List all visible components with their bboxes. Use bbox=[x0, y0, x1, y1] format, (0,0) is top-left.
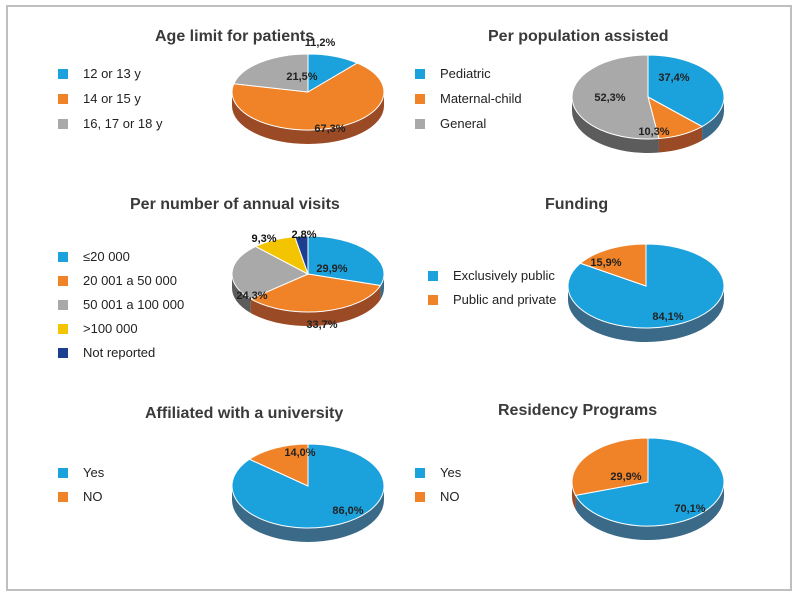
legend-item: 16, 17 or 18 y bbox=[58, 116, 163, 131]
legend-item: Maternal-child bbox=[415, 91, 522, 106]
legend-label: Public and private bbox=[453, 292, 557, 307]
pie-slice bbox=[233, 53, 309, 93]
slice-label: 29,9% bbox=[610, 471, 641, 483]
chart-title-population: Per population assisted bbox=[488, 28, 669, 45]
pie-side bbox=[568, 286, 724, 342]
legend-label: 14 or 15 y bbox=[83, 91, 141, 106]
slice-label: 67,3% bbox=[314, 123, 345, 135]
legend-item: Yes bbox=[415, 465, 461, 480]
legend-item: 20 001 a 50 000 bbox=[58, 273, 177, 288]
pie-chart-age-limit: 11,2% 67,3% 21,5% bbox=[231, 37, 385, 144]
pie-slice bbox=[294, 235, 309, 275]
legend-swatch bbox=[58, 68, 68, 79]
chart-title-age-limit: Age limit for patients bbox=[155, 28, 315, 45]
legend-label: Exclusively public bbox=[453, 268, 555, 283]
pie-slice bbox=[231, 245, 310, 300]
pie-chart-annual-visits: 29,9% 33,7% 24,3% 9,3% 2,8% bbox=[231, 229, 385, 331]
legend-swatch bbox=[415, 467, 425, 478]
chart-title-residency: Residency Programs bbox=[498, 402, 658, 419]
slice-label: 52,3% bbox=[594, 92, 625, 104]
slice-label: 29,9% bbox=[316, 263, 347, 275]
slice-label: 70,1% bbox=[674, 503, 705, 515]
legend-item: Yes bbox=[58, 465, 104, 480]
legend-label: Pediatric bbox=[440, 66, 491, 81]
slice-label: 14,0% bbox=[284, 447, 315, 459]
legend-swatch bbox=[415, 68, 425, 79]
slice-label: 9,3% bbox=[251, 233, 276, 245]
slice-label: 86,0% bbox=[332, 505, 363, 517]
slice-label: 10,3% bbox=[638, 126, 669, 138]
pie-slice bbox=[574, 437, 725, 527]
legend-label: ≤20 000 bbox=[83, 249, 130, 264]
legend-item: Pediatric bbox=[415, 66, 491, 81]
legend-item: Exclusively public bbox=[428, 268, 555, 283]
legend-item: General bbox=[415, 116, 486, 131]
pie-slice bbox=[307, 235, 385, 287]
pie-side bbox=[575, 482, 724, 540]
pie-slice bbox=[579, 243, 647, 287]
legend-label: General bbox=[440, 116, 487, 131]
chart-title-annual-visits: Per number of annual visits bbox=[130, 196, 340, 213]
pie-side bbox=[232, 274, 251, 313]
slice-label: 21,5% bbox=[286, 71, 317, 83]
legend-swatch bbox=[58, 251, 68, 262]
pie-slice bbox=[231, 62, 385, 131]
legend-swatch bbox=[58, 275, 68, 286]
legend-item: Not reported bbox=[58, 345, 155, 360]
legend-item: NO bbox=[415, 489, 460, 504]
legend-label: NO bbox=[440, 489, 460, 504]
pie-side bbox=[658, 126, 703, 153]
legend-label: Yes bbox=[83, 465, 105, 480]
legend-swatch bbox=[58, 299, 68, 310]
slice-label: 11,2% bbox=[305, 37, 336, 49]
legend-label: Maternal-child bbox=[440, 91, 522, 106]
legend-swatch bbox=[415, 93, 425, 104]
legend-label: 20 001 a 50 000 bbox=[83, 273, 177, 288]
legend-label: 12 or 13 y bbox=[83, 66, 141, 81]
slice-label: 24,3% bbox=[236, 290, 267, 302]
legend-label: Yes bbox=[440, 465, 462, 480]
slice-label: 33,7% bbox=[306, 319, 337, 331]
legend-item: 14 or 15 y bbox=[58, 91, 141, 106]
pie-slice bbox=[647, 54, 725, 128]
legend-label: 16, 17 or 18 y bbox=[83, 116, 163, 131]
pie-slice bbox=[248, 443, 309, 487]
pie-slice bbox=[249, 273, 382, 313]
chart-title-university: Affiliated with a university bbox=[145, 405, 344, 422]
pie-side bbox=[232, 92, 384, 144]
legend-item: Public and private bbox=[428, 292, 556, 307]
legend-label: >100 000 bbox=[83, 321, 138, 336]
pie-side bbox=[250, 285, 381, 326]
pie-chart-university: 86,0% 14,0% bbox=[231, 443, 385, 542]
legend-label: NO bbox=[83, 489, 103, 504]
legend-label: 50 001 a 100 000 bbox=[83, 297, 185, 312]
pie-slice bbox=[571, 437, 649, 496]
legend-item: 50 001 a 100 000 bbox=[58, 297, 184, 312]
legend-swatch bbox=[58, 323, 68, 334]
legend-item: NO bbox=[58, 489, 103, 504]
legend-swatch bbox=[415, 118, 425, 129]
legend-swatch bbox=[415, 491, 425, 502]
slice-label: 84,1% bbox=[652, 311, 683, 323]
legend-swatch bbox=[428, 270, 438, 281]
pie-slice bbox=[571, 54, 660, 140]
legend-label: Not reported bbox=[83, 345, 156, 360]
legend-swatch bbox=[58, 118, 68, 129]
legend-swatch bbox=[58, 93, 68, 104]
pie-side bbox=[232, 486, 384, 542]
legend-swatch bbox=[58, 347, 68, 358]
pie-chart-residency: 70,1% 29,9% bbox=[571, 437, 725, 540]
slice-label: 2,8% bbox=[291, 229, 316, 241]
legend-item: 12 or 13 y bbox=[58, 66, 141, 81]
slice-label: 15,9% bbox=[590, 257, 621, 269]
legend-item: >100 000 bbox=[58, 321, 138, 336]
legend-item: ≤20 000 bbox=[58, 249, 130, 264]
slice-label: 37,4% bbox=[658, 72, 689, 84]
legend-swatch bbox=[58, 467, 68, 478]
pie-chart-population: 37,4% 10,3% 52,3% bbox=[571, 54, 725, 153]
legend-swatch bbox=[428, 294, 438, 305]
legend-swatch bbox=[58, 491, 68, 502]
pie-chart-funding: 84,1% 15,9% bbox=[567, 243, 725, 342]
chart-title-funding: Funding bbox=[545, 196, 609, 213]
